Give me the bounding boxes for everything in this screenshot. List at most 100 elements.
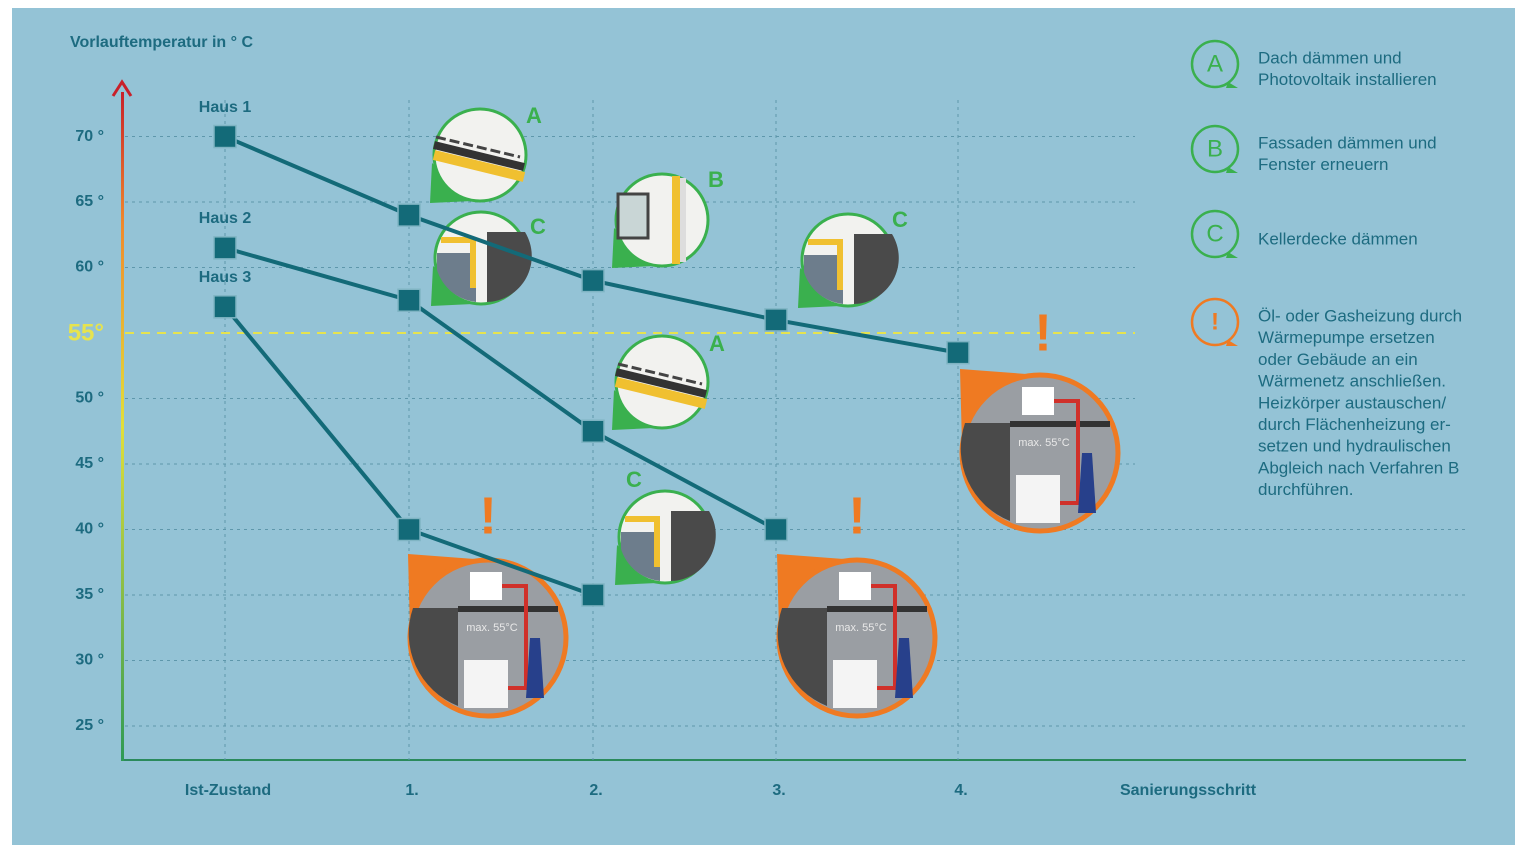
- legend-circle: [1190, 297, 1240, 347]
- series-line: [224, 245, 777, 532]
- legend-text: Dach dämmen und: [1258, 48, 1402, 67]
- icon-wall: [680, 178, 686, 262]
- background: [12, 8, 1515, 845]
- legend-text: Abgleich nach Verfahren B: [1258, 458, 1459, 477]
- heatpump: [833, 660, 877, 708]
- series-label: Haus 3: [199, 269, 252, 286]
- x-axis-title: Sanierungsschritt: [1120, 782, 1257, 799]
- pipe: [867, 584, 897, 690]
- legend-text: Wärmepumpe ersetzen: [1258, 328, 1435, 347]
- legend-text: Öl- oder Gasheizung durch: [1258, 306, 1462, 325]
- warning-icon: max. 55°C: [407, 554, 569, 719]
- legend-text: oder Gebäude an ein: [1258, 350, 1418, 369]
- data-point: [397, 288, 421, 313]
- radiator: [1022, 387, 1054, 415]
- room-dark: [777, 608, 827, 706]
- legend-circle: [1190, 124, 1240, 174]
- annotation-icon: [431, 210, 532, 306]
- icon-roof: [614, 377, 708, 409]
- data-point: [946, 340, 970, 365]
- annotation-label: C: [530, 214, 546, 239]
- legend-symbol: C: [1206, 220, 1223, 247]
- annotation-label: C: [626, 467, 642, 492]
- icon-pv: [435, 135, 521, 159]
- room-shelf: [1010, 421, 1110, 427]
- pipe: [1050, 399, 1080, 505]
- legend-text: Photovoltaik installieren: [1258, 70, 1437, 89]
- annotation-label: B: [708, 167, 724, 192]
- icon-floor: [854, 234, 899, 304]
- legend-symbol: !: [1211, 308, 1219, 335]
- annotation-icon: [798, 212, 899, 308]
- warning-label: !: [1034, 305, 1051, 363]
- icon-insulation: [625, 516, 660, 567]
- heatpump: [464, 660, 508, 708]
- y-tick-label: 45 °: [75, 455, 104, 472]
- legend-text: durchführen.: [1258, 480, 1353, 499]
- annotation-icon: [612, 334, 710, 430]
- icon-facade: [672, 176, 680, 264]
- y-tick-label: 30 °: [75, 652, 104, 669]
- y-tick-label: 60 °: [75, 259, 104, 276]
- data-point: [764, 308, 788, 332]
- x-tick-label: 4.: [954, 782, 967, 799]
- data-point: [764, 517, 788, 542]
- annotation-label: A: [526, 103, 542, 128]
- series-label: Haus 2: [199, 210, 252, 227]
- person: [1078, 453, 1096, 513]
- data-point: [581, 583, 605, 607]
- radiator: [470, 572, 502, 600]
- legend-text: Fassaden dämmen und: [1258, 133, 1437, 152]
- y-tick-label: 70 °: [75, 128, 104, 145]
- warning-note: max. 55°C: [1018, 437, 1070, 449]
- data-point: [213, 124, 237, 149]
- icon-roof-dark: [433, 141, 525, 171]
- person: [526, 638, 544, 698]
- y-tick-label: 35 °: [75, 586, 104, 603]
- room-dark: [960, 423, 1010, 521]
- room-shelf: [827, 606, 927, 612]
- y-axis: [121, 92, 124, 761]
- legend-text: setzen und hydraulischen: [1258, 437, 1451, 456]
- icon-roof-dark: [615, 368, 707, 398]
- legend-symbol: A: [1207, 50, 1223, 77]
- legend-text: Wärmenetz anschließen.: [1258, 372, 1446, 391]
- data-point: [581, 419, 605, 443]
- annotation-icon: [430, 107, 528, 203]
- annotation-icon: [612, 172, 710, 268]
- annotation-label: A: [709, 331, 725, 356]
- x-tick-label: 2.: [589, 782, 602, 799]
- annotation-icon: [615, 489, 716, 585]
- icon-floor: [487, 232, 532, 302]
- data-point: [213, 295, 237, 319]
- room-dark: [408, 608, 458, 706]
- reference-label: 55°: [68, 319, 104, 346]
- icon-wall: [621, 532, 660, 581]
- data-point: [581, 268, 605, 293]
- y-tick-label: 50 °: [75, 390, 104, 407]
- warning-icon: max. 55°C: [776, 554, 938, 719]
- data-point: [397, 517, 421, 542]
- x-tick-label: Ist-Zustand: [185, 782, 271, 799]
- x-tick-label: 1.: [405, 782, 418, 799]
- legend-symbol: B: [1207, 135, 1223, 162]
- heatpump: [1016, 475, 1060, 523]
- person: [895, 638, 913, 698]
- legend-text: Fenster erneuern: [1258, 155, 1388, 174]
- legend-circle: [1190, 209, 1240, 259]
- pipe: [498, 584, 528, 690]
- y-tick-label: 25 °: [75, 717, 104, 734]
- icon-roof: [432, 150, 526, 182]
- data-point: [213, 236, 237, 260]
- radiator: [839, 572, 871, 600]
- icon-wall: [804, 255, 843, 304]
- icon-window: [616, 192, 650, 240]
- legend-circle: [1190, 39, 1240, 89]
- annotation-label: C: [892, 207, 908, 232]
- y-axis-title: Vorlauftemperatur in ° C: [70, 34, 253, 51]
- x-tick-label: 3.: [772, 782, 785, 799]
- warning-note: max. 55°C: [466, 622, 518, 634]
- y-tick-label: 65 °: [75, 193, 104, 210]
